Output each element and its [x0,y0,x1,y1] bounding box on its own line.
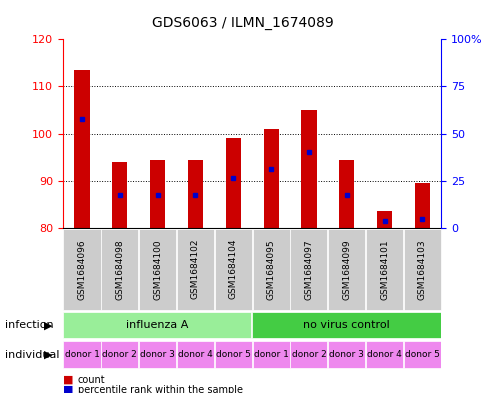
Text: ■: ■ [63,385,74,393]
Bar [376,211,392,228]
Text: donor 1: donor 1 [64,350,99,359]
FancyBboxPatch shape [252,229,289,310]
Text: donor 5: donor 5 [215,350,250,359]
Text: donor 2: donor 2 [291,350,326,359]
Bar [187,160,203,228]
Text: GSM1684100: GSM1684100 [153,239,162,299]
FancyBboxPatch shape [290,342,327,368]
Text: GSM1684103: GSM1684103 [417,239,426,299]
Text: donor 1: donor 1 [253,350,288,359]
FancyBboxPatch shape [101,342,138,368]
Bar [263,129,278,228]
FancyBboxPatch shape [139,342,176,368]
Bar [301,110,316,228]
Bar [112,162,127,228]
Bar [74,70,90,228]
FancyBboxPatch shape [365,342,402,368]
Text: influenza A: influenza A [126,320,188,330]
Text: donor 4: donor 4 [178,350,212,359]
Text: GSM1684098: GSM1684098 [115,239,124,299]
Text: no virus control: no virus control [303,320,389,330]
Text: individual: individual [5,350,59,360]
Text: GSM1684102: GSM1684102 [191,239,199,299]
Text: GSM1684101: GSM1684101 [379,239,388,299]
Bar [414,183,429,228]
FancyBboxPatch shape [290,229,327,310]
FancyBboxPatch shape [252,342,289,368]
FancyBboxPatch shape [177,229,213,310]
Text: GDS6063 / ILMN_1674089: GDS6063 / ILMN_1674089 [151,16,333,30]
FancyBboxPatch shape [403,342,440,368]
FancyBboxPatch shape [63,312,251,338]
Bar [338,160,354,228]
Bar [225,138,241,228]
FancyBboxPatch shape [63,342,100,368]
Text: GSM1684097: GSM1684097 [304,239,313,299]
Text: ■: ■ [63,375,74,385]
FancyBboxPatch shape [252,312,439,338]
Text: percentile rank within the sample: percentile rank within the sample [77,385,242,393]
Text: GSM1684099: GSM1684099 [342,239,350,299]
Text: GSM1684096: GSM1684096 [77,239,86,299]
FancyBboxPatch shape [328,342,364,368]
Text: ▶: ▶ [44,350,53,360]
Text: donor 5: donor 5 [404,350,439,359]
Text: GSM1684104: GSM1684104 [228,239,237,299]
FancyBboxPatch shape [214,229,251,310]
Text: infection: infection [5,320,53,330]
Text: GSM1684095: GSM1684095 [266,239,275,299]
Text: donor 3: donor 3 [140,350,175,359]
FancyBboxPatch shape [365,229,402,310]
FancyBboxPatch shape [177,342,213,368]
Text: count: count [77,375,105,385]
FancyBboxPatch shape [214,342,251,368]
Bar [150,160,165,228]
FancyBboxPatch shape [101,229,138,310]
FancyBboxPatch shape [139,229,176,310]
Text: donor 2: donor 2 [102,350,137,359]
Text: ▶: ▶ [44,320,53,330]
FancyBboxPatch shape [328,229,364,310]
FancyBboxPatch shape [403,229,440,310]
Text: donor 3: donor 3 [329,350,363,359]
Text: donor 4: donor 4 [366,350,401,359]
FancyBboxPatch shape [63,229,100,310]
